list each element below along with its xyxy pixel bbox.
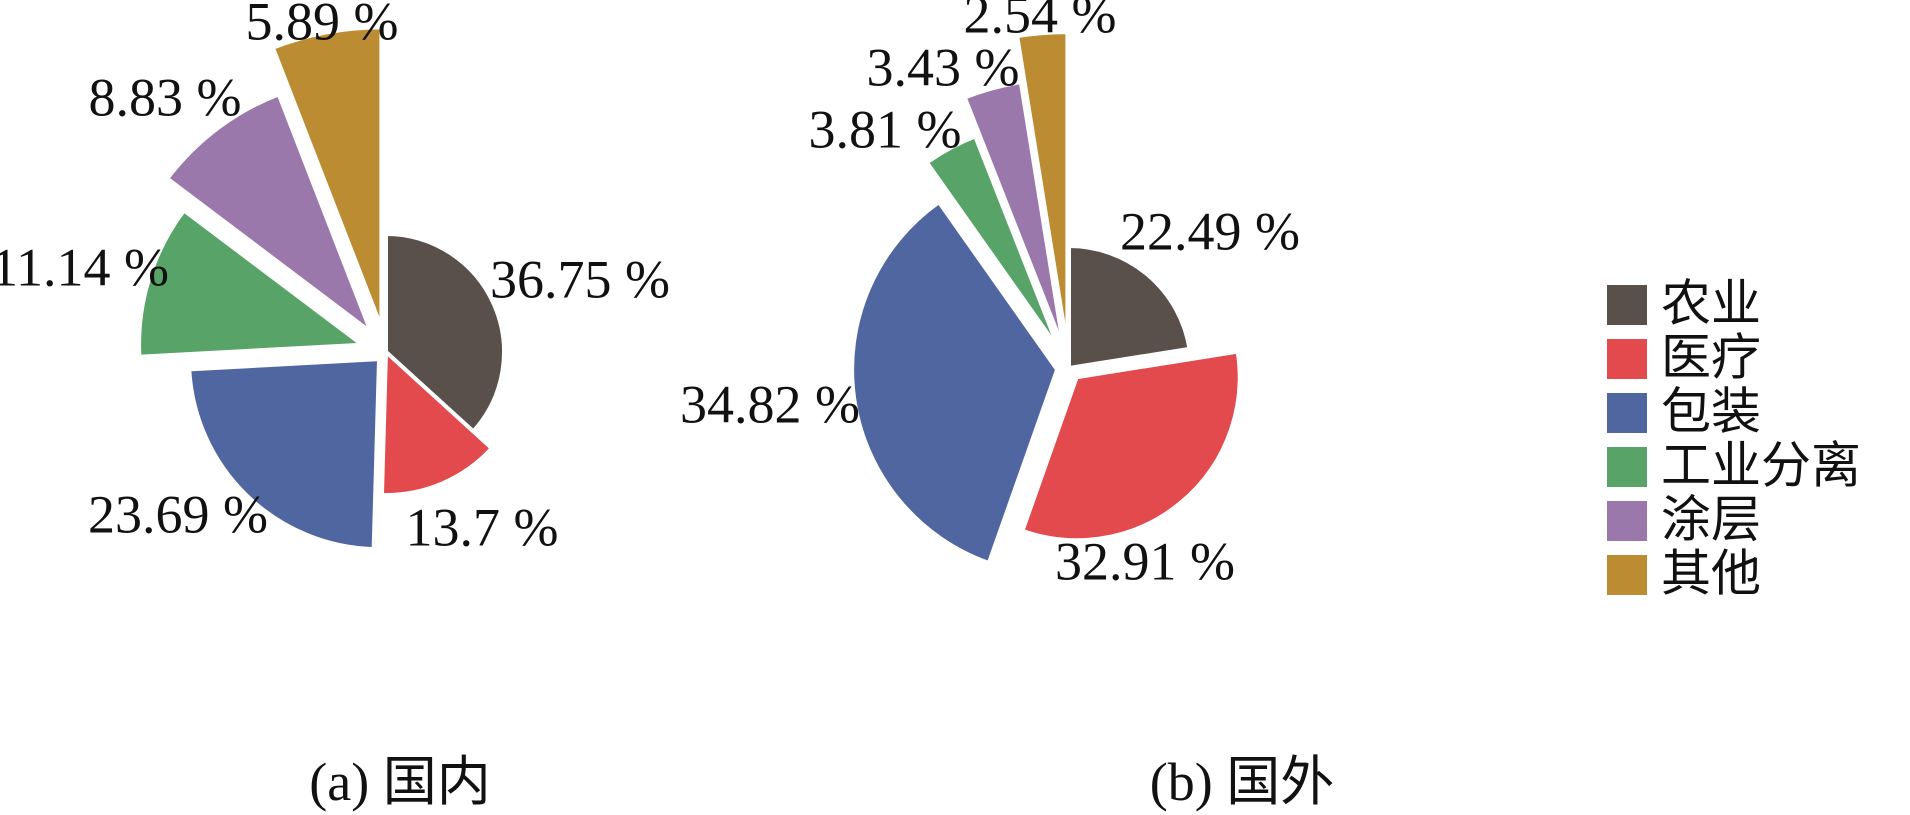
slice-agriculture	[384, 231, 506, 435]
slice-packaging	[187, 357, 382, 552]
legend-label-agriculture: 农业	[1661, 275, 1761, 333]
slice-medical	[379, 347, 495, 497]
slice-coating	[164, 91, 376, 338]
slice-packaging	[850, 199, 1060, 566]
label-industrial-separation: 11.14 %	[0, 237, 169, 297]
label-agriculture: 36.75 %	[490, 249, 670, 309]
label-coating: 3.43 %	[867, 37, 1020, 97]
legend-label-industrial-separation: 工业分离	[1661, 437, 1861, 495]
label-coating: 8.83 %	[89, 67, 242, 127]
legend-swatch-medical	[1607, 339, 1647, 379]
slice-agriculture	[1067, 243, 1192, 371]
slice-other	[270, 25, 384, 329]
legend-swatch-coating	[1607, 501, 1647, 541]
slice-industrial-separation	[924, 133, 1062, 352]
slice-medical	[1019, 349, 1242, 543]
label-medical: 32.91 %	[1055, 531, 1235, 591]
label-agriculture: 22.49 %	[1120, 201, 1300, 261]
label-packaging: 34.82 %	[680, 374, 860, 434]
pie-chart-domestic: 36.75 % 13.7 % 23.69 % 11.14 % 8.83 %5.89 %	[0, 0, 670, 557]
slice-coating	[962, 79, 1066, 350]
slice-other	[1014, 30, 1070, 349]
legend-label-coating: 涂层	[1661, 491, 1761, 549]
legend-label-medical: 医疗	[1661, 329, 1761, 387]
label-industrial-separation: 3.81 %	[809, 99, 962, 159]
legend-swatch-industrial-separation	[1607, 447, 1647, 487]
legend-swatch-other	[1607, 555, 1647, 595]
legend-swatch-packaging	[1607, 393, 1647, 433]
slice-industrial-separation	[137, 207, 368, 359]
caption-foreign: (b) 国外	[1150, 752, 1334, 812]
label-other: 2.54 %	[964, 0, 1117, 44]
label-other: 5.89 %	[246, 0, 399, 51]
label-medical: 13.7 %	[406, 497, 559, 557]
legend-label-other: 其他	[1661, 545, 1761, 603]
label-packaging: 23.69 %	[88, 484, 268, 544]
caption-domestic: (a) 国内	[309, 752, 490, 812]
pie-chart-foreign: 22.49 % 32.91 % 34.82 % 3.81 %3.43 %2.54 %	[680, 0, 1300, 591]
legend-swatch-agriculture	[1607, 285, 1647, 325]
legend-label-packaging: 包装	[1661, 383, 1761, 441]
